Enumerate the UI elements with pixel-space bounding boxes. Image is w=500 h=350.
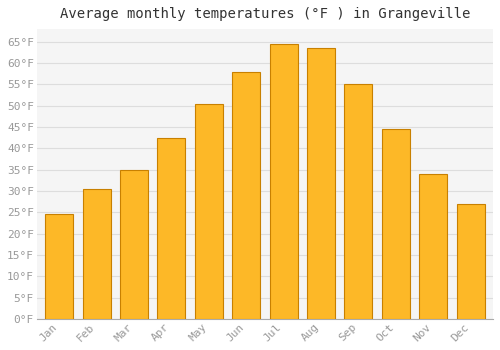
Bar [382, 129, 410, 319]
Bar [195, 104, 223, 319]
Bar [270, 44, 297, 319]
Bar [232, 72, 260, 319]
Bar [158, 138, 186, 319]
Bar [456, 204, 484, 319]
Title: Average monthly temperatures (°F ) in Grangeville: Average monthly temperatures (°F ) in Gr… [60, 7, 470, 21]
Bar [419, 174, 447, 319]
Bar [344, 84, 372, 319]
Bar [120, 170, 148, 319]
Bar [307, 48, 335, 319]
Bar [82, 189, 110, 319]
Bar [45, 215, 73, 319]
